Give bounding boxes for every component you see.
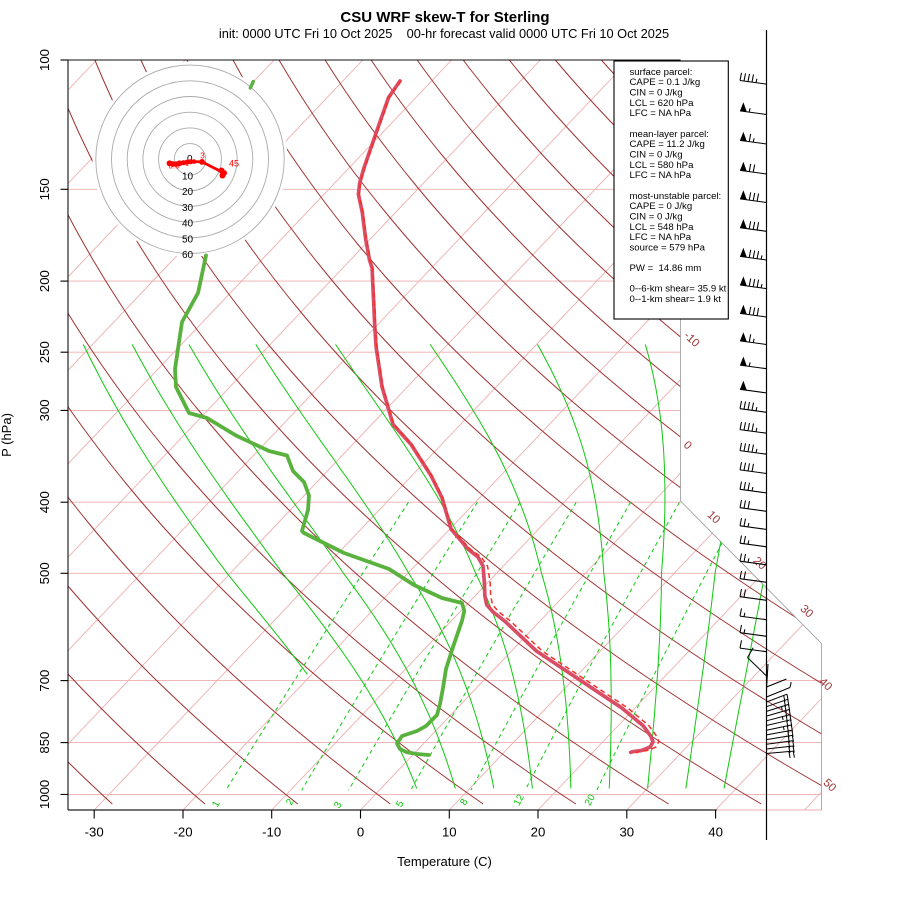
svg-text:30: 30 [619, 825, 634, 840]
svg-text:500: 500 [37, 562, 52, 584]
svg-text:PW = 14.86 mm: PW = 14.86 mm [630, 263, 702, 274]
svg-text:-20: -20 [173, 825, 192, 840]
svg-text:1: 1 [185, 161, 189, 168]
svg-text:0: 0 [357, 825, 364, 840]
svg-text:60: 60 [182, 250, 194, 261]
svg-text:0--1-km shear= 1.9 kt: 0--1-km shear= 1.9 kt [630, 294, 722, 305]
svg-text:Temperature (C): Temperature (C) [397, 854, 492, 869]
svg-text:3: 3 [200, 152, 205, 161]
svg-text:LFC = NA hPa: LFC = NA hPa [630, 170, 692, 181]
svg-text:CAPE = 0.1 J/kg: CAPE = 0.1 J/kg [630, 77, 701, 88]
svg-text:10: 10 [442, 825, 457, 840]
svg-text:LFC = NA hPa: LFC = NA hPa [630, 108, 692, 119]
svg-text:20: 20 [531, 825, 546, 840]
svg-text:100: 100 [37, 49, 52, 71]
svg-text:0--6-km shear= 35.9 kt: 0--6-km shear= 35.9 kt [630, 284, 727, 295]
svg-text:1000: 1000 [37, 780, 52, 809]
svg-text:CSU WRF skew-T for Sterling: CSU WRF skew-T for Sterling [340, 9, 549, 26]
svg-text:150: 150 [37, 178, 52, 200]
svg-text:200: 200 [37, 270, 52, 292]
svg-text:10: 10 [182, 172, 194, 183]
svg-text:20: 20 [182, 187, 194, 198]
svg-text:source = 579 hPa: source = 579 hPa [630, 242, 706, 253]
svg-text:45: 45 [229, 159, 239, 169]
svg-text:0.5: 0.5 [168, 162, 180, 171]
svg-text:30: 30 [182, 203, 194, 214]
svg-text:CIN = 0 J/kg: CIN = 0 J/kg [630, 211, 683, 222]
svg-text:850: 850 [37, 732, 52, 754]
svg-text:40: 40 [182, 219, 194, 230]
svg-text:-10: -10 [262, 825, 281, 840]
svg-text:-30: -30 [85, 825, 104, 840]
svg-text:300: 300 [37, 399, 52, 421]
svg-text:init: 0000 UTC Fri 10 Oct 2025: init: 0000 UTC Fri 10 Oct 2025 00-hr for… [219, 26, 669, 41]
svg-text:40: 40 [708, 825, 723, 840]
svg-text:700: 700 [37, 670, 52, 692]
svg-text:400: 400 [37, 491, 52, 513]
svg-text:50: 50 [182, 234, 194, 245]
svg-text:250: 250 [37, 341, 52, 363]
svg-text:CIN = 0 J/kg: CIN = 0 J/kg [630, 149, 683, 160]
svg-text:P (hPa): P (hPa) [0, 413, 14, 457]
